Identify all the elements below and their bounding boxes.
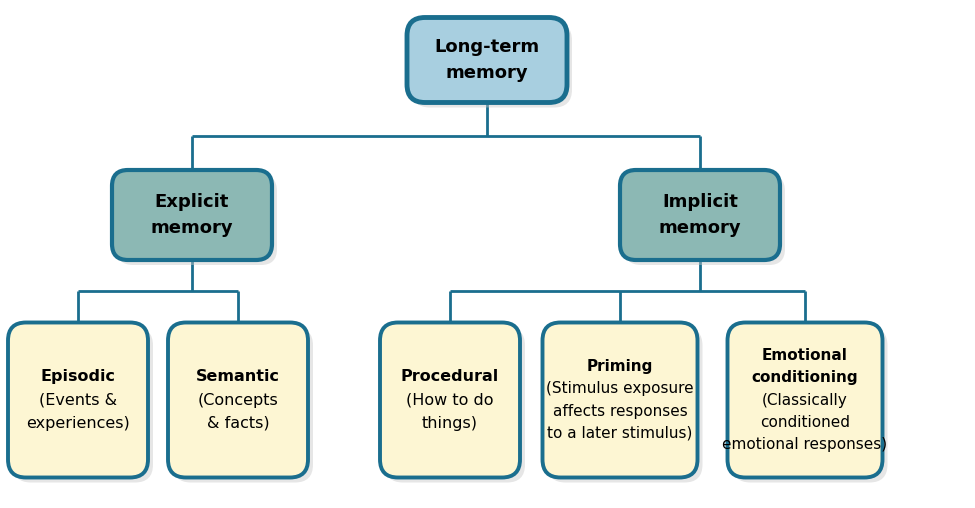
FancyBboxPatch shape xyxy=(407,17,567,103)
Text: Explicit: Explicit xyxy=(155,193,229,211)
Text: & facts): & facts) xyxy=(207,416,269,431)
FancyBboxPatch shape xyxy=(727,323,882,478)
FancyBboxPatch shape xyxy=(168,323,308,478)
Text: things): things) xyxy=(422,416,478,431)
Text: (Events &: (Events & xyxy=(39,393,117,407)
FancyBboxPatch shape xyxy=(412,22,572,108)
Text: memory: memory xyxy=(446,64,528,82)
Text: emotional responses): emotional responses) xyxy=(722,437,887,452)
FancyBboxPatch shape xyxy=(380,323,520,478)
FancyBboxPatch shape xyxy=(173,328,313,483)
Text: (Concepts: (Concepts xyxy=(198,393,279,407)
Text: Priming: Priming xyxy=(587,359,653,374)
FancyBboxPatch shape xyxy=(8,323,148,478)
FancyBboxPatch shape xyxy=(13,328,153,483)
Text: Procedural: Procedural xyxy=(401,369,499,385)
Text: Semantic: Semantic xyxy=(196,369,280,385)
Text: conditioned: conditioned xyxy=(760,415,850,430)
FancyBboxPatch shape xyxy=(385,328,525,483)
FancyBboxPatch shape xyxy=(625,175,785,265)
Text: Emotional: Emotional xyxy=(762,348,848,363)
Text: (How to do: (How to do xyxy=(407,393,493,407)
Text: conditioning: conditioning xyxy=(752,370,858,386)
FancyBboxPatch shape xyxy=(732,328,887,483)
Text: (Classically: (Classically xyxy=(762,393,848,407)
Text: memory: memory xyxy=(659,219,741,237)
FancyBboxPatch shape xyxy=(542,323,697,478)
FancyBboxPatch shape xyxy=(112,170,272,260)
FancyBboxPatch shape xyxy=(620,170,780,260)
Text: (Stimulus exposure: (Stimulus exposure xyxy=(546,382,694,396)
Text: Implicit: Implicit xyxy=(662,193,738,211)
Text: affects responses: affects responses xyxy=(553,403,687,419)
Text: experiences): experiences) xyxy=(26,416,130,431)
Text: Long-term: Long-term xyxy=(435,38,539,56)
Text: Episodic: Episodic xyxy=(41,369,115,385)
Text: to a later stimulus): to a later stimulus) xyxy=(547,426,692,441)
Text: memory: memory xyxy=(151,219,233,237)
FancyBboxPatch shape xyxy=(117,175,277,265)
FancyBboxPatch shape xyxy=(548,328,703,483)
